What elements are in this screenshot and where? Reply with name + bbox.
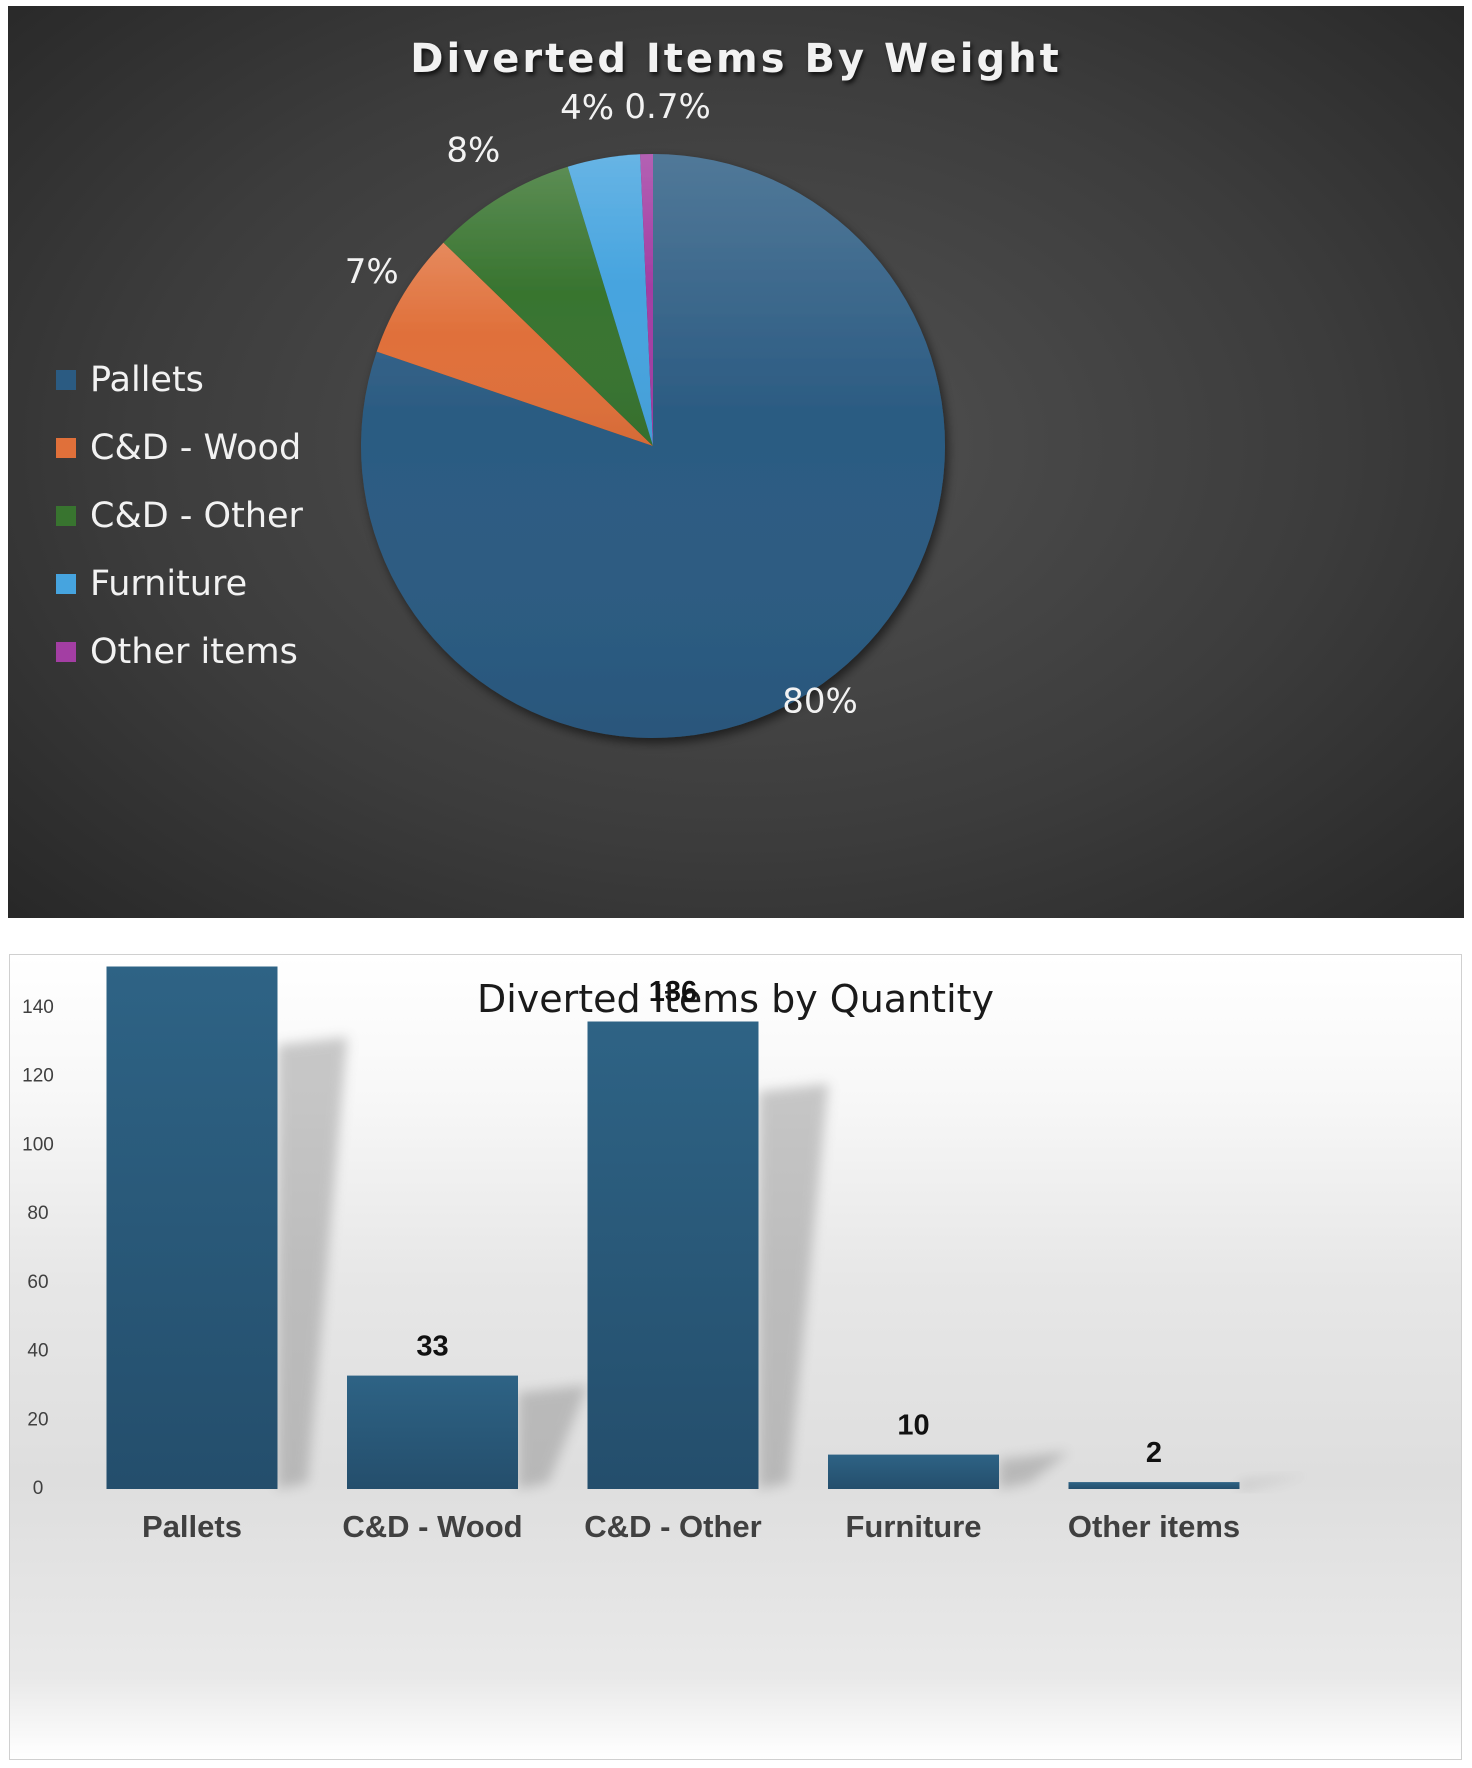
pie-slice-sheen-other-items	[640, 153, 653, 446]
legend-item-pallets: Pallets	[56, 346, 303, 414]
pie-slice-sheen-furniture	[567, 154, 653, 446]
legend-label: C&D - Other	[90, 496, 303, 536]
legend-swatch	[56, 574, 76, 594]
y-tick-label: 140	[22, 997, 54, 1018]
x-category-label-candd-other: C&D - Other	[584, 1509, 761, 1544]
y-tick-label: 0	[33, 1478, 44, 1499]
pie-data-label-candd-wood: 7%	[345, 252, 399, 292]
bar-furniture	[828, 1454, 999, 1489]
pie-slice-sheen-candd-wood	[376, 242, 653, 446]
legend-item-candd-other: C&D - Other	[56, 482, 303, 550]
legend-label: Furniture	[90, 564, 248, 604]
y-tick-label: 60	[27, 1272, 48, 1293]
legend-item-furniture: Furniture	[56, 550, 303, 618]
legend-label: Pallets	[90, 360, 204, 400]
legend-swatch	[56, 438, 76, 458]
legend-swatch	[56, 642, 76, 662]
legend-swatch	[56, 370, 76, 390]
y-tick-label: 40	[27, 1341, 48, 1362]
bar-data-label-other-items: 2	[1146, 1437, 1162, 1469]
bar-shadow-other-items	[1239, 1475, 1310, 1489]
bar-shadow-pallets	[277, 1036, 348, 1489]
bar-shadow-furniture	[999, 1451, 1069, 1489]
bar-chart-panel: Diverted Items by Quantity 0 20 40 60 80 100 1…	[9, 954, 1462, 1760]
bar-other-items	[1068, 1482, 1240, 1489]
legend-label: C&D - Wood	[90, 428, 302, 468]
legend-swatch	[56, 506, 76, 526]
x-category-label-furniture: Furniture	[845, 1509, 981, 1544]
pie-slice-sheen-pallets	[361, 154, 946, 738]
x-category-label-pallets: Pallets	[142, 1509, 242, 1544]
bar-shadow-candd-wood	[518, 1384, 588, 1489]
pie-slice-sheen-candd-other	[443, 166, 653, 446]
y-tick-label: 120	[22, 1066, 54, 1087]
bar-chart-svg: 020406080100120140160 15233136102 Pallet…	[22, 966, 1310, 1544]
bar-pallets	[106, 966, 278, 1489]
legend-item-other-items: Other items	[56, 618, 303, 686]
y-tick-label: 80	[27, 1203, 48, 1224]
bar-shadow-candd-other	[758, 1083, 829, 1489]
x-category-label-other-items: Other items	[1068, 1509, 1240, 1544]
legend-label: Other items	[90, 632, 298, 672]
x-category-label-candd-wood: C&D - Wood	[342, 1509, 522, 1544]
bar-data-label-candd-other: 136	[649, 976, 697, 1008]
bar-candd-other	[587, 1021, 759, 1489]
pie-data-label-candd-other: 8%	[446, 130, 500, 170]
pie-data-label-furniture: 4%	[560, 88, 614, 128]
bar-chart-title: Diverted Items by Quantity	[476, 977, 995, 1021]
pie-chart-svg: 80% 7% 8% 4% 0.7%	[345, 87, 946, 738]
pie-legend: Pallets C&D - Wood C&D - Other Furniture Oth…	[56, 346, 303, 686]
pie-data-label-other-items: 0.7%	[624, 87, 710, 127]
legend-item-candd-wood: C&D - Wood	[56, 414, 303, 482]
y-tick-label: 100	[22, 1134, 54, 1155]
y-tick-label: 20	[27, 1409, 48, 1430]
pie-data-label-pallets: 80%	[782, 682, 858, 722]
pie-chart-panel: Diverted Items By Weight 80% 7% 8% 4% 0.7% P…	[8, 6, 1464, 918]
bar-data-label-candd-wood: 33	[416, 1330, 448, 1362]
bar-candd-wood	[347, 1375, 518, 1489]
pie-chart-title: Diverted Items By Weight	[410, 36, 1062, 82]
bar-data-label-furniture: 10	[897, 1409, 929, 1441]
